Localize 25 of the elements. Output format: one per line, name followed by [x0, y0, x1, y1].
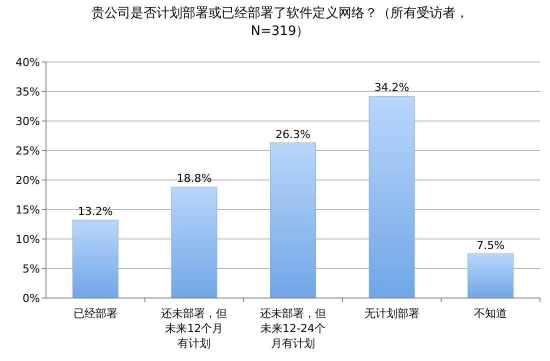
y-tick-label: 15% [16, 204, 40, 216]
y-tick-label: 20% [16, 174, 40, 187]
y-tick-label: 35% [16, 86, 40, 98]
x-tick-label: 还未部署，但未来12-24个月有计划 [260, 306, 326, 351]
bar [468, 254, 514, 298]
chart-title: 贵公司是否计划部署或已经部署了软件定义网络？（所有受访者，N=319） [90, 5, 470, 40]
bar [72, 220, 118, 298]
bar [270, 142, 316, 298]
x-tick-label: 已经部署 [72, 306, 118, 321]
bar [368, 96, 415, 298]
data-label: 18.8% [176, 172, 212, 186]
y-tick-label: 30% [16, 115, 40, 128]
bar [171, 186, 218, 298]
y-tick-label: 0% [22, 292, 40, 305]
data-label: 13.2% [78, 205, 113, 218]
data-label: 26.3% [276, 128, 310, 141]
y-tick-label: 5% [22, 262, 40, 276]
data-label: 34.2% [374, 81, 410, 94]
y-tick-label: 25% [16, 144, 40, 158]
y-tick-label: 40% [16, 56, 40, 69]
x-tick-label: 不知道 [473, 306, 508, 321]
x-tick-label: 还未部署，但未来12个月有计划 [161, 306, 228, 351]
y-tick-label: 10% [16, 233, 40, 246]
x-tick-label: 无计划部署 [363, 306, 420, 321]
data-label: 7.5% [476, 238, 505, 252]
